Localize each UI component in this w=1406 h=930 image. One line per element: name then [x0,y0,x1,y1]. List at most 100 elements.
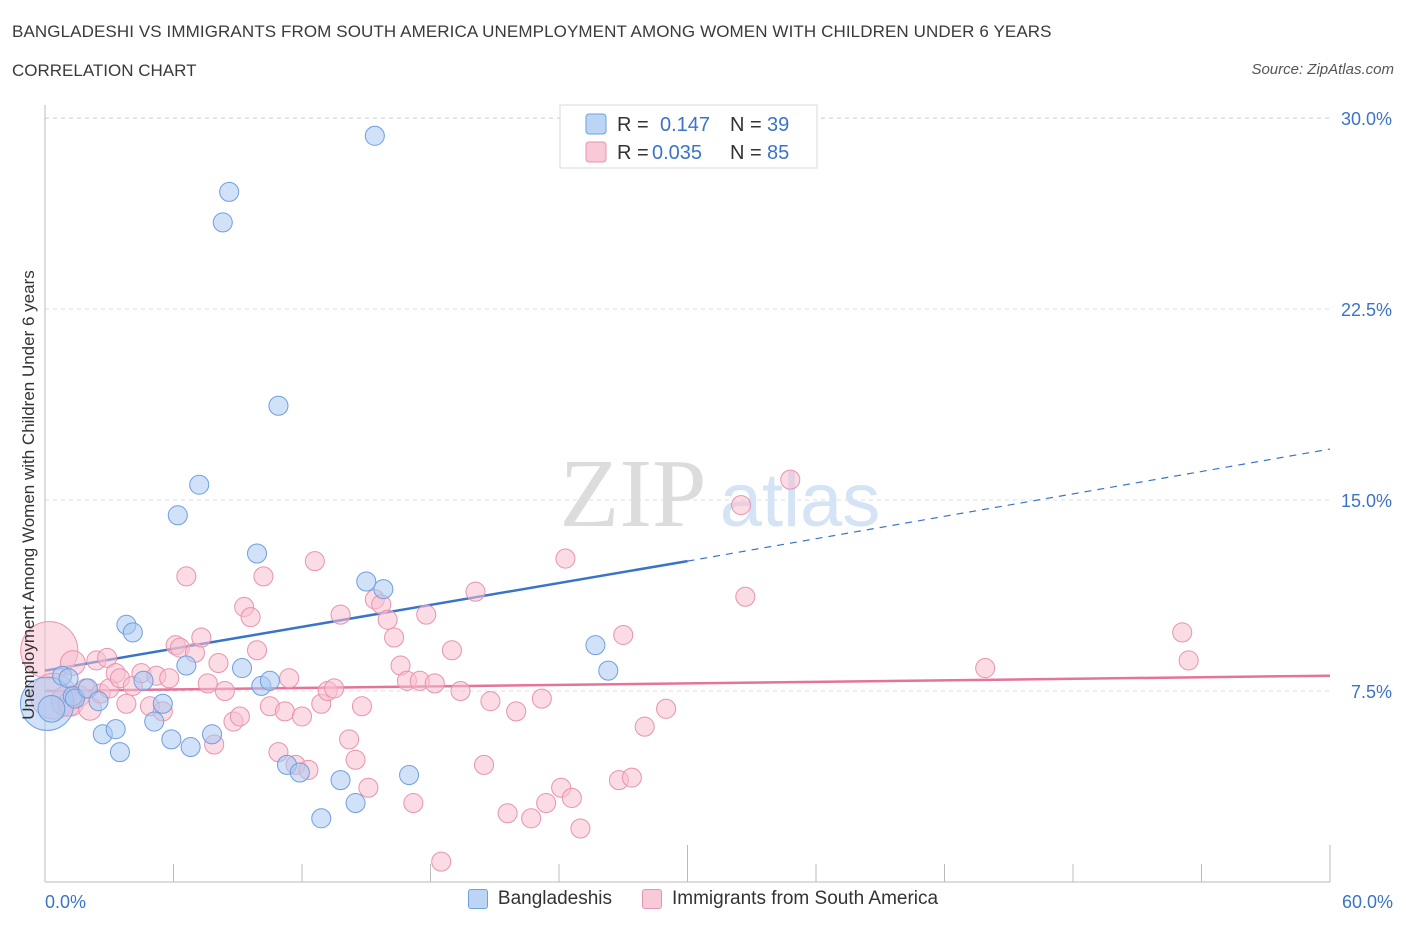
point-south-america [247,640,268,661]
point-south-america [731,495,752,516]
point-bangladeshis [202,724,223,745]
point-south-america [465,581,486,602]
point-south-america [1172,622,1193,643]
point-south-america [735,586,756,607]
legend-item-south-america: Immigrants from South America [642,888,938,910]
point-bangladeshis [345,793,366,814]
x-tick-label-min: 0.0% [45,892,86,912]
point-bangladeshis [289,762,310,783]
legend-label-south-america: Immigrants from South America [672,888,939,909]
point-bangladeshis [364,125,385,146]
point-bangladeshis [330,770,351,791]
point-south-america [656,698,677,719]
source-label: Source: ZipAtlas.com [1251,61,1394,78]
legend-top: R = 0.147 N = 39 R = 0.035 N = 85 [559,104,818,169]
point-bangladeshis [122,622,143,643]
legend-swatch-bangladeshis [585,113,607,135]
legend-n-label-2: N = [730,142,762,164]
y-axis-title: Unemployment Among Women with Children U… [19,270,38,719]
chart-subtitle: CORRELATION CHART [12,61,197,80]
point-south-america [279,668,300,689]
point-bangladeshis [268,395,289,416]
legend-swatch-south-america-bottom [642,889,662,909]
point-south-america [621,767,642,788]
point-south-america [229,706,250,727]
point-south-america [253,566,274,587]
legend-item-bangladeshis: Bangladeshis [467,888,612,910]
point-south-america [384,627,405,648]
point-south-america [351,696,372,717]
legend-r-label-2: R = [617,142,649,164]
point-south-america [431,851,452,872]
point-south-america [330,604,351,625]
point-south-america [441,640,462,661]
point-south-america [197,673,218,694]
tick-labels: 7.5% 15.0% 22.5% 30.0% 0.0% 60.0% [45,109,1393,912]
point-south-america [497,803,518,824]
point-bangladeshis [311,808,332,829]
point-south-america [208,652,229,674]
point-bangladeshis [247,543,268,564]
point-south-america [214,680,235,702]
point-south-america [159,668,180,689]
point-bangladeshis [585,635,606,656]
y-tick-label: 30.0% [1341,109,1392,129]
point-south-america [240,607,261,628]
chart-title: BANGLADESHI VS IMMIGRANTS FROM SOUTH AME… [12,22,1052,41]
legend-n-value-1: 39 [767,114,789,136]
trend-line-south-america [44,674,1331,693]
legend-n-label-1: N = [730,114,762,136]
point-south-america [506,701,527,722]
y-tick-label: 7.5% [1351,682,1392,702]
point-south-america [345,749,366,770]
point-south-america [780,469,801,490]
point-bangladeshis [356,571,377,592]
legend-swatch-south-america [585,141,607,163]
point-bangladeshis [259,670,280,691]
point-bangladeshis [144,711,165,732]
point-bangladeshis [105,719,126,740]
watermark-zip: ZIP [560,440,707,548]
point-south-america [555,548,576,569]
point-bangladeshis [399,765,420,786]
y-tick-label: 15.0% [1341,491,1392,511]
data-points [19,125,1199,872]
bottom-legend: Bangladeshis Immigrants from South Ameri… [0,888,1406,910]
point-south-america [176,566,197,587]
point-south-america [416,604,437,625]
point-south-america [324,678,345,699]
y-tick-label: 22.5% [1341,300,1392,320]
point-bangladeshis [176,655,197,676]
axes [44,105,1331,883]
point-south-america [536,793,557,814]
point-bangladeshis [219,181,240,202]
legend-r-value-1: 0.147 [660,114,710,136]
point-south-america [480,691,501,712]
point-south-america [97,647,118,668]
trend-line-bangladeshis [44,559,688,672]
point-south-america [191,627,212,648]
point-south-america [634,716,655,737]
point-bangladeshis [598,660,619,681]
point-bangladeshis [37,694,66,723]
trend-line-bangladeshis-extension [687,448,1331,562]
point-bangladeshis [373,579,394,600]
point-south-america [561,787,582,808]
point-south-america [358,777,379,798]
point-bangladeshis [212,212,233,233]
point-bangladeshis [161,729,182,750]
point-bangladeshis [58,668,79,689]
point-bangladeshis [180,737,201,758]
point-bangladeshis [189,474,210,495]
legend-r-label-1: R = [617,114,649,136]
point-south-america [424,673,445,694]
point-bangladeshis [133,670,154,691]
legend-n-value-2: 85 [767,142,789,164]
point-bangladeshis [232,658,253,679]
point-bangladeshis [167,505,188,526]
point-south-america [570,818,591,839]
point-bangladeshis [109,742,130,763]
legend-r-value-2: 0.035 [652,142,702,164]
point-south-america [531,688,552,709]
